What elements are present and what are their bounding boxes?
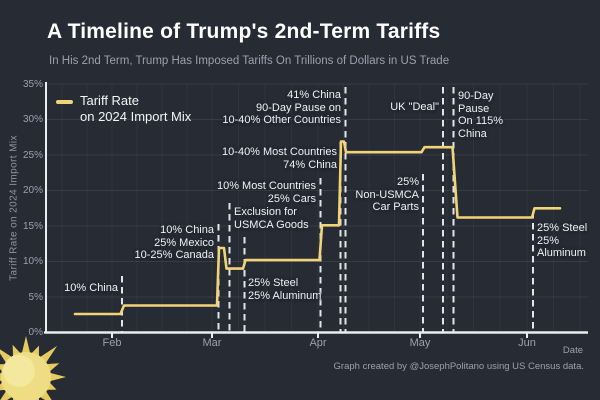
event-annotation: Exclusion for USMCA Goods bbox=[234, 206, 309, 231]
y-tick-label: 15% bbox=[22, 220, 43, 232]
x-tick-label: Apr bbox=[309, 337, 327, 349]
y-tick-label: 35% bbox=[22, 78, 43, 90]
x-tick-label: May bbox=[409, 337, 431, 349]
y-tick-label: 10% bbox=[22, 256, 43, 267]
tariff-rate-line bbox=[73, 140, 562, 316]
event-annotation: 25% Steel 25% Aluminum bbox=[248, 277, 322, 302]
event-annotation: 10% China 25% Mexico 10-25% Canada bbox=[134, 224, 214, 262]
x-tick-label: Mar bbox=[202, 337, 222, 349]
x-tick-label: Jun bbox=[518, 337, 536, 349]
x-tick-label: Feb bbox=[102, 337, 122, 349]
page-title: A Timeline of Trump's 2nd-Term Tariffs bbox=[47, 20, 441, 43]
event-annotation: 10% China bbox=[64, 282, 118, 294]
y-axis-title: Tariff Rate on 2024 Import Mix bbox=[8, 135, 20, 281]
sun-logo-icon bbox=[0, 336, 66, 400]
event-annotation: 25% Non-USMCA Car Parts bbox=[355, 176, 419, 214]
y-tick-label: 25% bbox=[22, 149, 43, 161]
legend: Tariff Rate on 2024 Import Mix bbox=[56, 93, 191, 124]
credit-line: Graph created by @JosephPolitano using U… bbox=[333, 361, 584, 372]
event-annotation: 10% Most Countries 25% Cars bbox=[216, 180, 316, 205]
y-tick-label: 30% bbox=[22, 114, 43, 125]
event-annotation: 25% Steel 25% Aluminum bbox=[537, 222, 588, 260]
y-tick-label: 20% bbox=[22, 185, 43, 196]
event-annotation: UK "Deal" bbox=[390, 101, 439, 113]
y-tick-label: 0% bbox=[28, 327, 43, 338]
legend-line-swatch bbox=[56, 100, 73, 104]
sun-logo-part bbox=[3, 355, 35, 387]
legend-label: Tariff Rate on 2024 Import Mix bbox=[80, 93, 192, 124]
event-annotation: 90-Day Pause On 115% China bbox=[458, 90, 504, 140]
x-axis-title: Date bbox=[562, 345, 583, 356]
page-subtitle: In His 2nd Term, Trump Has Imposed Tarif… bbox=[49, 55, 450, 67]
event-annotation: 41% China 90-Day Pause on 10-40% Other C… bbox=[222, 89, 341, 127]
y-tick-label: 5% bbox=[28, 291, 43, 303]
event-annotation: 10-40% Most Countries 74% China bbox=[222, 146, 337, 171]
